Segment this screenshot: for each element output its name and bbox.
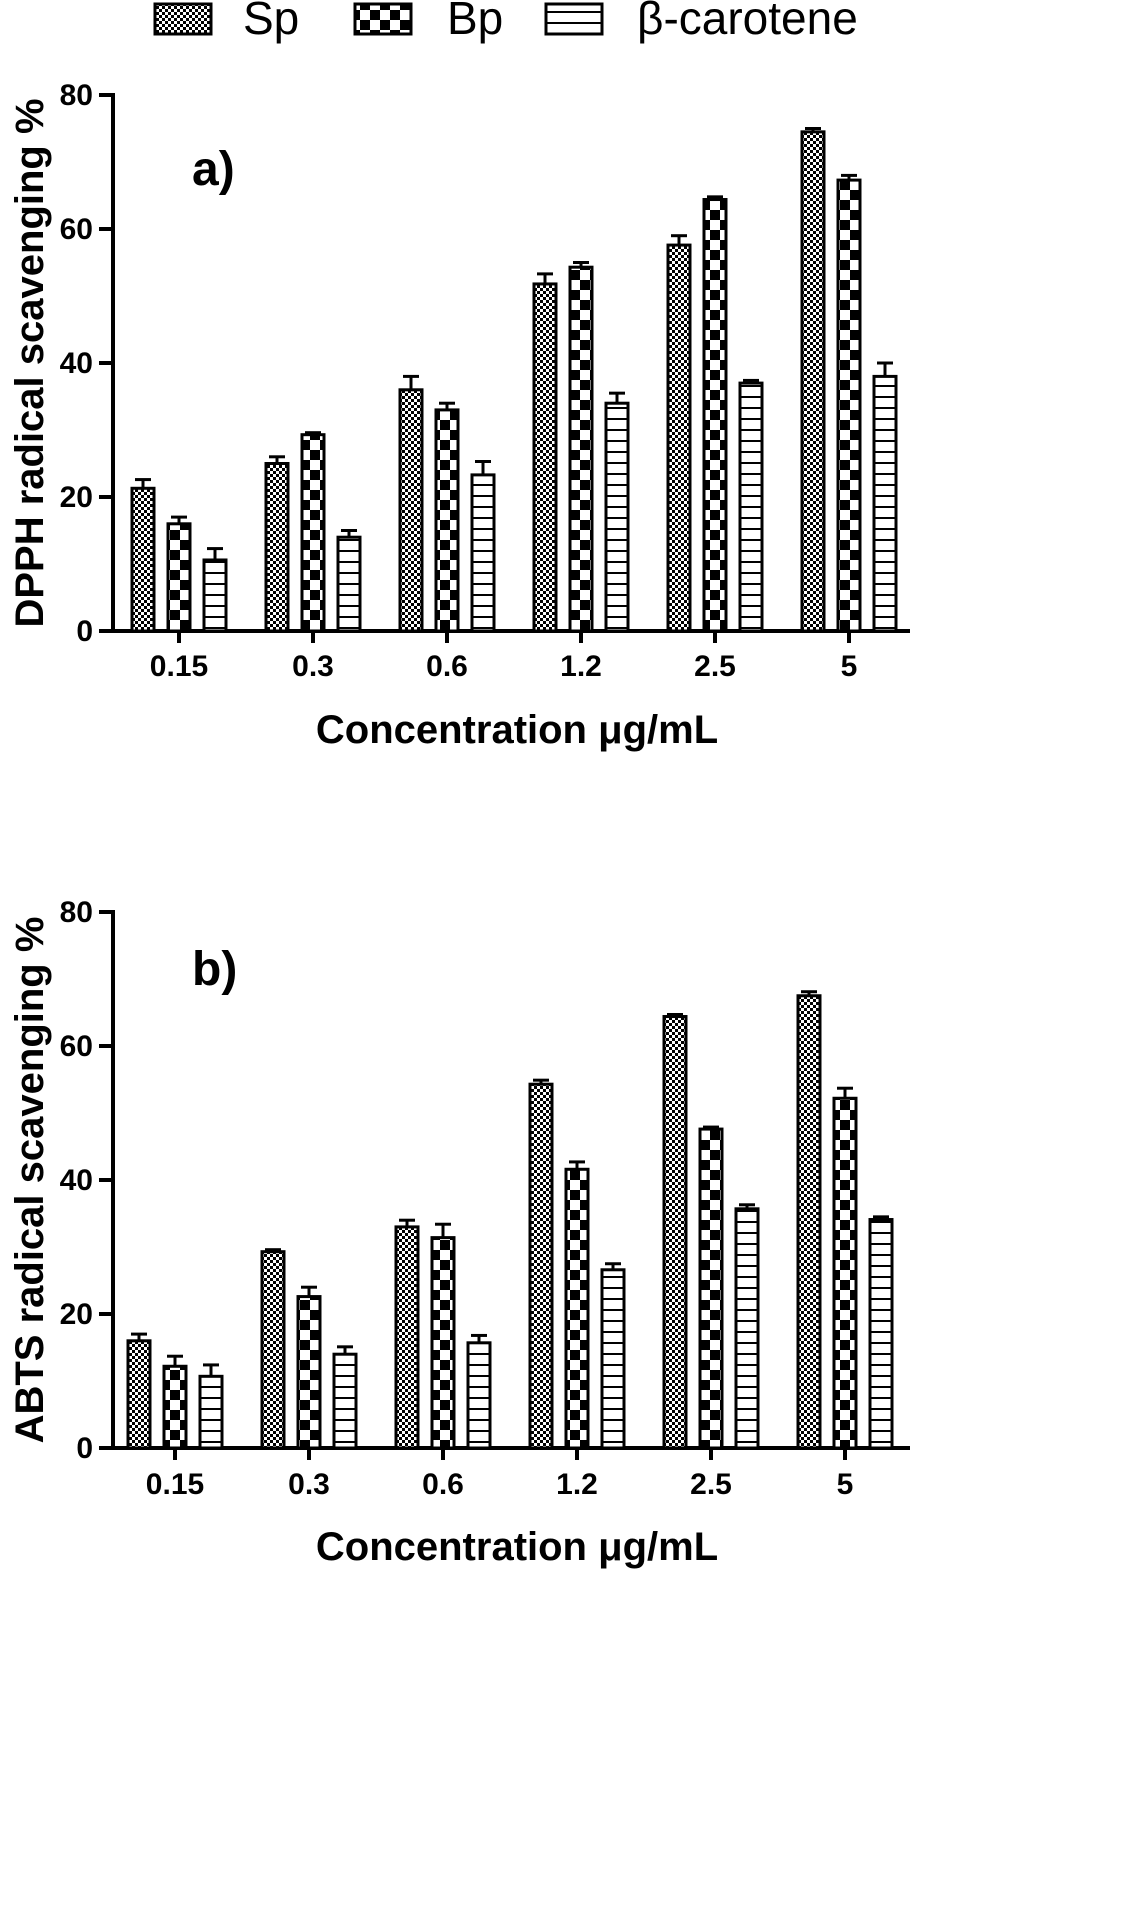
bar-checker-0.3	[296, 1295, 322, 1450]
x-axis-title: Concentration μg/mL	[316, 1525, 718, 1569]
x-tick-label: 0.3	[288, 1468, 330, 1501]
bar-dots-2.5	[662, 1015, 688, 1450]
legend-label-3: β-carotene	[637, 0, 858, 44]
x-tick-label: 1.2	[556, 1468, 598, 1501]
bar-checker-0.6	[430, 1236, 456, 1450]
bar-checker-0.15	[162, 1364, 188, 1450]
bar-checker-0.6	[434, 408, 460, 633]
bar-checker-5	[832, 1096, 858, 1450]
bar-checker-2.5	[698, 1127, 724, 1450]
bar-checker-2.5	[702, 198, 728, 633]
bar-hlines-5	[872, 374, 898, 633]
bar-dots-0.6	[398, 388, 424, 633]
legend-swatch-checker	[353, 2, 413, 36]
x-tick-label: 1.2	[560, 650, 602, 683]
bar-hlines-5	[868, 1218, 894, 1450]
y-tick-label: 40	[60, 347, 93, 380]
bar-hlines-1.2	[604, 401, 630, 633]
bar-hlines-0.15	[202, 558, 228, 633]
x-tick-label: 0.6	[422, 1468, 464, 1501]
x-tick-label: 0.15	[150, 650, 208, 683]
panel-label: b)	[192, 943, 237, 996]
bar-hlines-1.2	[600, 1268, 626, 1450]
legend-label-2: Bp	[447, 0, 503, 44]
legend-label-1: Sp	[243, 0, 299, 44]
bar-checker-0.3	[300, 433, 326, 633]
y-axis-title: ABTS radical scavenging %	[8, 917, 52, 1444]
bar-dots-0.3	[260, 1250, 286, 1450]
panel-label: a)	[192, 143, 235, 196]
bar-dots-0.6	[394, 1225, 420, 1450]
legend: Sp Bp β-carotene	[153, 0, 858, 44]
chart-panel-a: 0 20 40 60 80 0.15 0.3 0.6 1.2 2.5 5 Concentration …	[8, 79, 910, 752]
legend-swatch-hlines	[544, 2, 604, 36]
bar-checker-0.15	[166, 522, 192, 633]
x-tick-label: 0.6	[426, 650, 468, 683]
bar-checker-1.2	[564, 1167, 590, 1450]
y-tick-label: 60	[60, 1030, 93, 1063]
bar-dots-0.15	[130, 486, 156, 633]
chart-panel-b: 0 20 40 60 80 0.15 0.3 0.6 1.2 2.5 5 Concentration …	[8, 896, 910, 1569]
y-tick-label: 0	[76, 1432, 93, 1465]
x-tick-label: 5	[837, 1468, 854, 1501]
bar-dots-1.2	[528, 1082, 554, 1450]
y-tick-label: 20	[60, 481, 93, 514]
y-tick-label: 0	[76, 615, 93, 648]
bar-hlines-0.6	[466, 1341, 492, 1450]
y-tick-label: 20	[60, 1298, 93, 1331]
x-tick-label: 2.5	[694, 650, 736, 683]
bar-dots-5	[796, 994, 822, 1450]
bar-dots-2.5	[666, 243, 692, 633]
x-tick-label: 0.3	[292, 650, 334, 683]
bar-dots-5	[800, 130, 826, 633]
bar-hlines-2.5	[734, 1207, 760, 1450]
y-tick-label: 40	[60, 1164, 93, 1197]
y-tick-label: 80	[60, 896, 93, 929]
bar-hlines-0.3	[332, 1352, 358, 1450]
bar-dots-0.15	[126, 1339, 152, 1450]
bar-dots-1.2	[532, 282, 558, 633]
bar-hlines-0.3	[336, 535, 362, 633]
y-tick-label: 80	[60, 79, 93, 112]
x-axis-title: Concentration μg/mL	[316, 708, 718, 752]
bar-checker-1.2	[568, 265, 594, 633]
bar-dots-0.3	[264, 462, 290, 633]
x-tick-label: 5	[841, 650, 858, 683]
bar-hlines-2.5	[738, 381, 764, 633]
bar-hlines-0.6	[470, 473, 496, 633]
y-axis-title: DPPH radical scavenging %	[8, 98, 52, 627]
bar-checker-5	[836, 178, 862, 633]
y-tick-label: 60	[60, 213, 93, 246]
x-tick-label: 0.15	[146, 1468, 204, 1501]
legend-swatch-dots	[153, 2, 213, 36]
x-tick-label: 2.5	[690, 1468, 732, 1501]
bar-hlines-0.15	[198, 1374, 224, 1450]
